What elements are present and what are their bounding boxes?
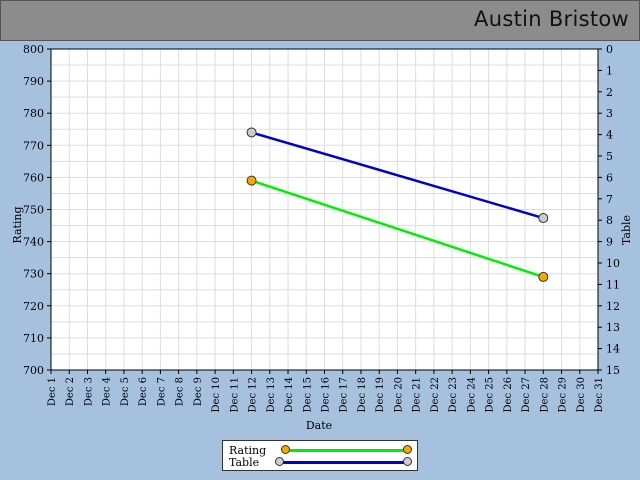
y-tick-label: 750 [23,204,44,217]
series-layer [246,127,549,282]
y2-tick-label: 10 [606,257,620,270]
x-tick-label: Dec 19 [375,377,386,412]
x-tick-label: Dec 14 [284,377,295,412]
legend-item-table: Table [229,456,413,469]
x-axis-title: Date [306,419,332,432]
y2-tick-label: 4 [606,129,613,142]
y2-tick-label: 12 [606,300,620,313]
y2-tick-label: 14 [606,343,620,356]
y-tick-label: 790 [23,75,44,88]
y2-tick-label: 6 [606,171,613,184]
y-axis-left: 700 710 720 730 740 750 760 770 780 790 800 [23,43,51,377]
y2-tick-label: 11 [606,278,620,291]
data-point-rating [246,175,257,186]
y2-tick-label: 3 [606,107,613,120]
y2-tick-label: 8 [606,214,613,227]
x-tick-label: Dec 31 [594,377,605,412]
y-tick-label: 800 [23,43,44,56]
legend-marker-table [275,457,284,466]
x-tick-label: Dec 17 [339,377,350,412]
y-tick-label: 740 [23,236,44,249]
y-tick-label: 760 [23,171,44,184]
x-tick-label: Dec 18 [357,377,368,412]
legend-label-rating: Rating [229,444,267,457]
grid-horizontal [51,64,598,355]
x-tick-label: Dec 13 [266,377,277,412]
y-tick-label: 700 [23,364,44,377]
y2-tick-label: 1 [606,64,613,77]
x-tick-label: Dec 11 [229,377,240,412]
legend-line-rating [287,449,407,452]
x-tick-label: Dec 16 [321,377,332,412]
x-axis: Dec 1 Dec 2 Dec 3 Dec 4 Dec 5 Dec 6 Dec 7 Dec 8… [47,370,605,412]
x-tick-label: Dec 22 [430,377,441,412]
x-tick-label: Dec 8 [175,377,186,406]
y-tick-label: 780 [23,107,44,120]
legend-item-rating: Rating [229,444,413,457]
x-tick-label: Dec 21 [412,377,423,412]
y-tick-label: 730 [23,268,44,281]
x-tick-label: Dec 12 [248,377,259,412]
series-line-rating [251,179,544,279]
header-bar: Austin Bristow [0,0,640,41]
x-tick-label: Dec 15 [302,377,313,412]
y2-tick-label: 0 [606,43,613,56]
legend-marker-rating [281,445,290,454]
legend-line-table [281,461,407,464]
x-tick-label: Dec 3 [83,377,94,406]
legend-label-table: Table [229,456,260,469]
x-tick-label: Dec 23 [448,377,459,412]
y2-tick-label: 13 [606,321,620,334]
x-tick-label: Dec 27 [521,377,532,412]
y-tick-label: 720 [23,300,44,313]
x-tick-label: Dec 7 [156,377,167,406]
x-tick-label: Dec 4 [102,377,113,406]
y2-tick-label: 5 [606,150,613,163]
x-tick-label: Dec 9 [193,377,204,406]
y2-axis-title: Table [620,215,633,245]
data-point-table [538,213,549,224]
data-point-rating [538,271,549,282]
x-tick-label: Dec 5 [120,377,131,406]
y-axis-title: Rating [11,206,24,243]
legend-marker-rating-end [403,445,412,454]
y2-tick-label: 7 [606,193,613,206]
y-tick-label: 770 [23,139,44,152]
y2-tick-label: 2 [606,86,613,99]
y2-tick-label: 15 [606,364,620,377]
legend-marker-table-end [403,457,412,466]
x-tick-label: Dec 24 [466,377,477,412]
player-name: Austin Bristow [474,7,629,31]
x-tick-label: Dec 28 [539,377,550,412]
x-tick-label: Dec 20 [393,377,404,412]
x-tick-label: Dec 26 [503,377,514,412]
x-tick-label: Dec 2 [65,377,76,406]
x-tick-label: Dec 29 [558,377,569,412]
x-tick-label: Dec 6 [138,377,149,406]
x-tick-label: Dec 1 [47,377,58,406]
x-tick-label: Dec 10 [211,377,222,412]
legend: Rating Table [222,440,418,471]
y2-tick-label: 9 [606,236,613,249]
data-point-table [246,127,257,138]
x-tick-label: Dec 25 [485,377,496,412]
series-line-table [251,131,544,220]
x-tick-label: Dec 30 [576,377,587,412]
y-tick-label: 710 [23,332,44,345]
